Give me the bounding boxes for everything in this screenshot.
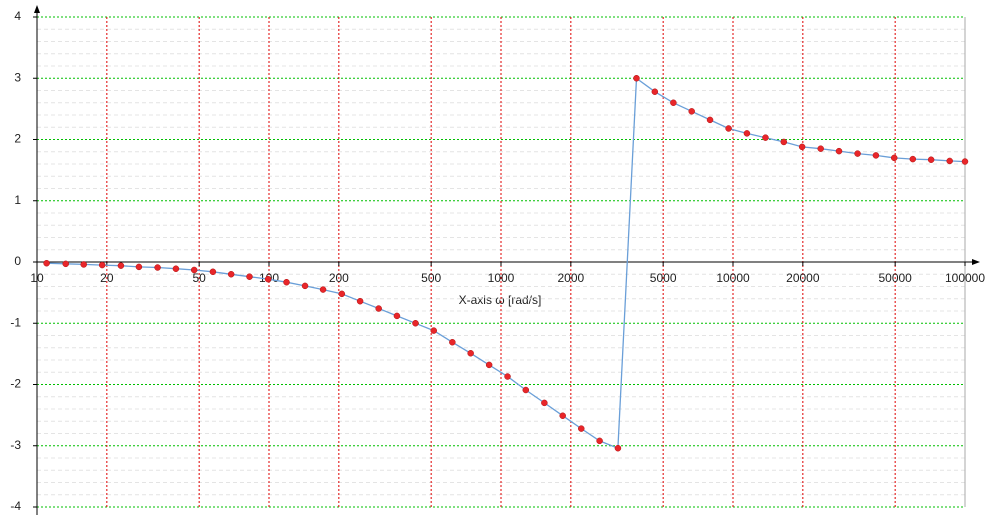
y-tick-label: -2 xyxy=(10,377,21,391)
data-point xyxy=(946,157,953,165)
data-point xyxy=(80,261,87,268)
data-point xyxy=(798,143,806,151)
data-point xyxy=(651,88,659,95)
data-point xyxy=(541,399,548,407)
data-point xyxy=(743,130,751,137)
data-point xyxy=(706,116,714,124)
data-point xyxy=(393,312,401,320)
data-point xyxy=(670,99,677,106)
x-tick-label: 20 xyxy=(100,271,114,285)
data-point xyxy=(375,305,382,312)
y-tick-label: 1 xyxy=(14,193,21,207)
data-point xyxy=(227,271,235,278)
data-line xyxy=(46,77,966,450)
data-point xyxy=(430,327,437,334)
data-point xyxy=(780,138,788,146)
data-point xyxy=(319,286,327,293)
data-point xyxy=(135,263,143,271)
data-point xyxy=(209,268,217,276)
x-axis-label: X-axis ω [rad/s] xyxy=(459,293,542,307)
x-axis-arrow xyxy=(972,259,980,265)
data-point xyxy=(172,265,180,272)
data-point xyxy=(467,350,474,357)
data-point xyxy=(559,412,566,419)
data-point xyxy=(872,152,880,159)
x-tick-label: 50 xyxy=(192,271,206,285)
data-point xyxy=(283,278,290,286)
data-point xyxy=(301,282,309,290)
x-tick-label: 100000 xyxy=(945,271,985,285)
y-tick-label: 4 xyxy=(14,9,21,23)
x-tick-label: 20000 xyxy=(786,271,820,285)
data-point xyxy=(688,108,695,115)
data-point xyxy=(264,275,272,283)
data-point xyxy=(890,154,898,162)
data-point xyxy=(43,259,50,267)
y-tick-label: 2 xyxy=(14,132,21,146)
data-point xyxy=(614,444,622,452)
data-point xyxy=(522,386,530,394)
y-tick-label: -1 xyxy=(10,315,21,329)
data-point xyxy=(762,134,769,141)
x-tick-label: 1000 xyxy=(488,271,515,285)
y-tick-label: -3 xyxy=(10,438,21,452)
data-point xyxy=(98,261,106,269)
data-point xyxy=(504,373,511,380)
data-point xyxy=(927,156,935,163)
x-tick-label: 5000 xyxy=(650,271,677,285)
x-tick-label: 2000 xyxy=(557,271,584,285)
x-tick-label: 10000 xyxy=(716,271,750,285)
data-point xyxy=(356,297,364,305)
data-point xyxy=(596,437,603,445)
x-tick-label: 50000 xyxy=(878,271,912,285)
x-tick-label: 500 xyxy=(421,271,441,285)
data-point xyxy=(835,147,843,155)
y-tick-label: 0 xyxy=(14,254,21,268)
data-point xyxy=(961,158,969,165)
data-point xyxy=(154,264,161,271)
data-point xyxy=(412,320,419,327)
data-point xyxy=(117,262,125,269)
data-point xyxy=(338,290,346,298)
data-point xyxy=(909,155,917,163)
y-tick-label: -4 xyxy=(10,499,21,513)
y-axis-arrow xyxy=(34,5,40,13)
data-point xyxy=(246,273,253,280)
data-point xyxy=(578,425,585,432)
data-point xyxy=(854,150,861,157)
y-tick-label: 3 xyxy=(14,70,21,84)
data-point xyxy=(725,125,732,132)
data-point xyxy=(449,338,456,346)
data-point xyxy=(62,260,69,268)
x-tick-label: 200 xyxy=(329,271,349,285)
data-point xyxy=(190,266,198,274)
data-point xyxy=(485,361,493,369)
data-point xyxy=(817,145,824,152)
data-point xyxy=(633,75,640,82)
